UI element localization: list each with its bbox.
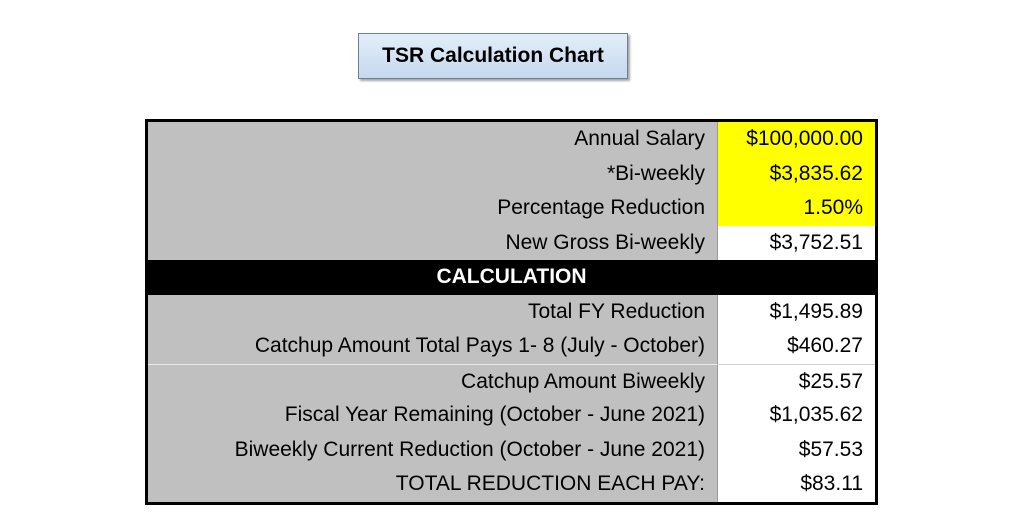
table-row: Total FY Reduction $1,495.89 [148, 294, 875, 329]
catchup-total-value: $460.27 [718, 329, 875, 364]
percentage-reduction-value[interactable]: 1.50% [718, 191, 875, 226]
table-row: *Bi-weekly $3,835.62 [148, 156, 875, 191]
fiscal-year-remaining-value: $1,035.62 [718, 398, 875, 433]
new-gross-biweekly-label: New Gross Bi-weekly [148, 225, 718, 260]
table-row: Annual Salary $100,000.00 [148, 122, 875, 157]
catchup-biweekly-label: Catchup Amount Biweekly [148, 363, 718, 398]
table-row: Fiscal Year Remaining (October - June 20… [148, 398, 875, 433]
table-row: TOTAL REDUCTION EACH PAY: $83.11 [148, 467, 875, 502]
calculation-table: Annual Salary $100,000.00 *Bi-weekly $3,… [145, 119, 878, 505]
total-fy-reduction-label: Total FY Reduction [148, 294, 718, 329]
total-reduction-each-pay-value: $83.11 [718, 467, 875, 502]
table-row: Biweekly Current Reduction (October - Ju… [148, 432, 875, 467]
biweekly-value[interactable]: $3,835.62 [718, 156, 875, 191]
biweekly-label: *Bi-weekly [148, 156, 718, 191]
total-reduction-each-pay-label: TOTAL REDUCTION EACH PAY: [148, 467, 718, 502]
table-row: Catchup Amount Total Pays 1- 8 (July - O… [148, 329, 875, 364]
annual-salary-value[interactable]: $100,000.00 [718, 122, 875, 157]
total-fy-reduction-value: $1,495.89 [718, 294, 875, 329]
calculation-section-header: CALCULATION [148, 260, 875, 295]
biweekly-current-reduction-label: Biweekly Current Reduction (October - Ju… [148, 432, 718, 467]
table-row: Catchup Amount Biweekly $25.57 [148, 363, 875, 398]
page-title: TSR Calculation Chart [358, 33, 628, 79]
catchup-total-label: Catchup Amount Total Pays 1- 8 (July - O… [148, 329, 718, 364]
table-row: Percentage Reduction 1.50% [148, 191, 875, 226]
percentage-reduction-label: Percentage Reduction [148, 191, 718, 226]
new-gross-biweekly-value: $3,752.51 [718, 225, 875, 260]
biweekly-current-reduction-value: $57.53 [718, 432, 875, 467]
fiscal-year-remaining-label: Fiscal Year Remaining (October - June 20… [148, 398, 718, 433]
annual-salary-label: Annual Salary [148, 122, 718, 157]
catchup-biweekly-value: $25.57 [718, 363, 875, 398]
table-row: New Gross Bi-weekly $3,752.51 [148, 225, 875, 260]
